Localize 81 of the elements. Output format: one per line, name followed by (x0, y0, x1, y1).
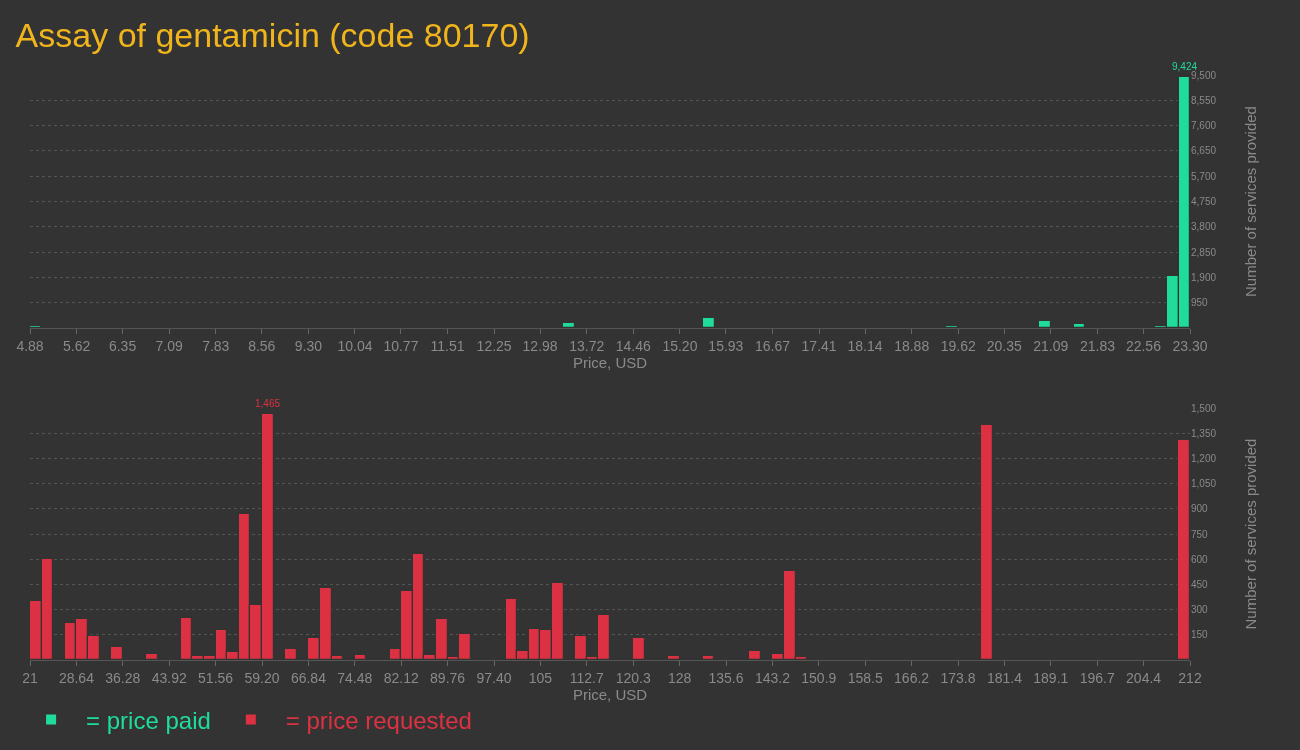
x-tick-label: 8.56 (248, 337, 276, 354)
x-tick-label: 15.93 (708, 337, 744, 354)
x-tick-label: 120.3 (615, 669, 651, 686)
legend-label: = price paid (86, 706, 211, 734)
x-tick-label: 18.88 (894, 337, 930, 354)
x-tick-label: 74.48 (337, 669, 373, 686)
x-tick-label: 7.83 (202, 337, 230, 354)
x-tick-label: 150.9 (801, 669, 837, 686)
x-tick-label: 204.4 (1126, 669, 1162, 686)
x-tick-label: 6.35 (108, 337, 137, 354)
x-tick-label: 17.41 (801, 337, 837, 354)
chart-title: Assay of gentamicin (code 80170) (15, 15, 530, 54)
y-axis-title: Number of services provided (1242, 106, 1260, 297)
legend-label: = price requested (285, 706, 472, 734)
x-tick-label: 36.28 (105, 669, 141, 686)
x-tick-label: 196.7 (1079, 669, 1115, 686)
x-tick-label: 135.6 (708, 669, 744, 686)
x-tick-label: 89.76 (430, 669, 466, 686)
x-tick-label: 59.20 (244, 669, 280, 686)
x-tick-label: 5.62 (62, 337, 91, 354)
x-tick-label: 51.56 (198, 669, 234, 686)
y-tick-label: 4,750 (1191, 196, 1217, 207)
x-tick-label: 97.40 (476, 669, 512, 686)
x-tick-label: 22.56 (1125, 337, 1162, 354)
y-tick-label: 3,800 (1191, 221, 1217, 233)
x-tick-label: 23.30 (1172, 337, 1208, 354)
x-tick-label: 21 (22, 669, 38, 686)
x-tick-label: 112.7 (569, 669, 605, 686)
x-tick-label: 12.25 (476, 337, 512, 354)
y-tick-label: 600 (1191, 553, 1209, 565)
x-tick-label: 66.84 (290, 669, 327, 686)
x-tick-label: 105 (528, 669, 553, 686)
x-tick-label: 10.04 (337, 337, 373, 354)
x-tick-label: 19.62 (940, 337, 976, 354)
x-tick-label: 20.35 (986, 337, 1022, 354)
x-tick-label: 21.09 (1033, 337, 1069, 354)
x-axis-title: Price, USD (572, 353, 648, 371)
x-tick-label: 16.67 (754, 337, 791, 354)
x-tick-label: 14.46 (615, 337, 652, 354)
y-tick-label: 900 (1191, 503, 1209, 515)
x-tick-label: 181.4 (986, 669, 1023, 686)
x-tick-label: 143.2 (754, 669, 791, 686)
y-tick-label: 150 (1191, 629, 1209, 641)
y-tick-label: 950 (1191, 297, 1209, 309)
y-tick-label: 1,500 (1191, 402, 1217, 414)
x-tick-label: 12.98 (522, 337, 558, 354)
y-tick-label: 1,900 (1191, 271, 1217, 283)
annotation: 1,465 (255, 398, 281, 409)
x-tick-label: 166.2 (894, 669, 930, 686)
x-tick-label: 43.92 (151, 669, 187, 686)
x-tick-label: 4.88 (16, 337, 44, 354)
x-tick-label: 10.77 (383, 337, 419, 354)
y-tick-label: 1,200 (1191, 452, 1217, 464)
y-tick-label: 300 (1191, 604, 1209, 616)
y-tick-label: 6,650 (1191, 145, 1217, 157)
y-tick-label: 5,700 (1191, 170, 1217, 182)
y-tick-label: 2,850 (1191, 246, 1217, 258)
y-tick-label: 8,550 (1191, 94, 1217, 106)
x-tick-label: 189.1 (1033, 669, 1069, 686)
y-tick-label: 1,050 (1191, 478, 1217, 490)
annotation: 9,424 (1172, 61, 1198, 72)
x-tick-label: 158.5 (847, 669, 883, 686)
y-tick-label: 750 (1191, 528, 1209, 540)
x-tick-label: 7.09 (155, 337, 184, 354)
x-tick-label: 212 (1178, 669, 1202, 686)
x-tick-label: 13.72 (569, 337, 605, 354)
y-tick-label: 7,600 (1191, 120, 1217, 132)
x-tick-label: 9.30 (294, 337, 323, 354)
x-tick-label: 11.51 (430, 337, 465, 354)
y-tick-label: 1,350 (1191, 427, 1217, 439)
x-tick-label: 82.12 (383, 669, 419, 686)
x-tick-label: 128 (667, 669, 692, 686)
y-axis-title: Number of services provided (1242, 438, 1260, 630)
x-tick-label: 15.20 (662, 337, 698, 354)
x-tick-label: 21.83 (1079, 337, 1116, 354)
x-axis-title: Price, USD (572, 685, 648, 703)
y-tick-label: 450 (1191, 578, 1209, 590)
x-tick-label: 18.14 (847, 337, 883, 354)
y-tick-label: 9,500 (1191, 69, 1217, 81)
x-tick-label: 173.8 (940, 669, 976, 686)
x-tick-label: 28.64 (58, 669, 95, 686)
